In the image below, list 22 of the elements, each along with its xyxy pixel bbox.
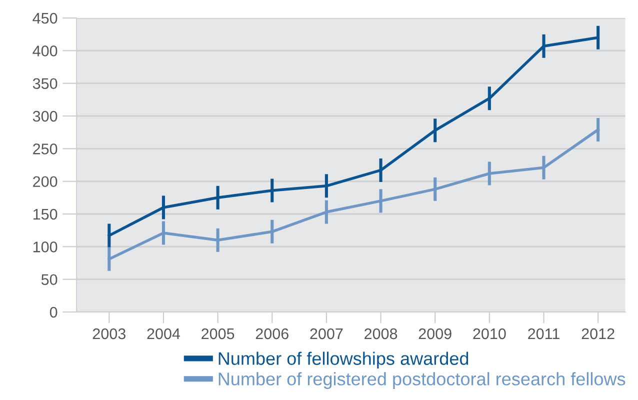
y-tick-label: 300 — [32, 110, 58, 122]
y-tick-label: 50 — [41, 274, 58, 286]
y-tick-label: 100 — [33, 242, 58, 252]
x-tick-label: 2008 — [364, 328, 398, 340]
y-tick-label: 400 — [32, 46, 58, 56]
y-tick-label: 0 — [50, 306, 58, 318]
x-tick-label: 2005 — [202, 328, 234, 340]
y-tick-label: 150 — [33, 208, 58, 220]
x-tick-label: 2007 — [310, 328, 343, 340]
x-tick-label: 2012 — [582, 328, 614, 340]
legend-label: Number of fellowships awarded — [218, 352, 468, 369]
y-tick-label: 450 — [32, 12, 58, 24]
x-tick-label: 2010 — [473, 328, 506, 340]
legend-label: Number of registered postdoctoral research fellows — [218, 372, 626, 389]
y-tick-label: 200 — [33, 176, 58, 188]
y-tick-label: 250 — [33, 144, 58, 154]
x-tick-label: 2011 — [528, 328, 560, 340]
y-tick-label: 350 — [32, 78, 58, 90]
x-tick-label: 2004 — [147, 328, 180, 340]
x-tick-label: 2006 — [256, 328, 288, 340]
x-tick-label: 2009 — [418, 328, 452, 340]
x-tick-label: 2003 — [92, 328, 126, 340]
